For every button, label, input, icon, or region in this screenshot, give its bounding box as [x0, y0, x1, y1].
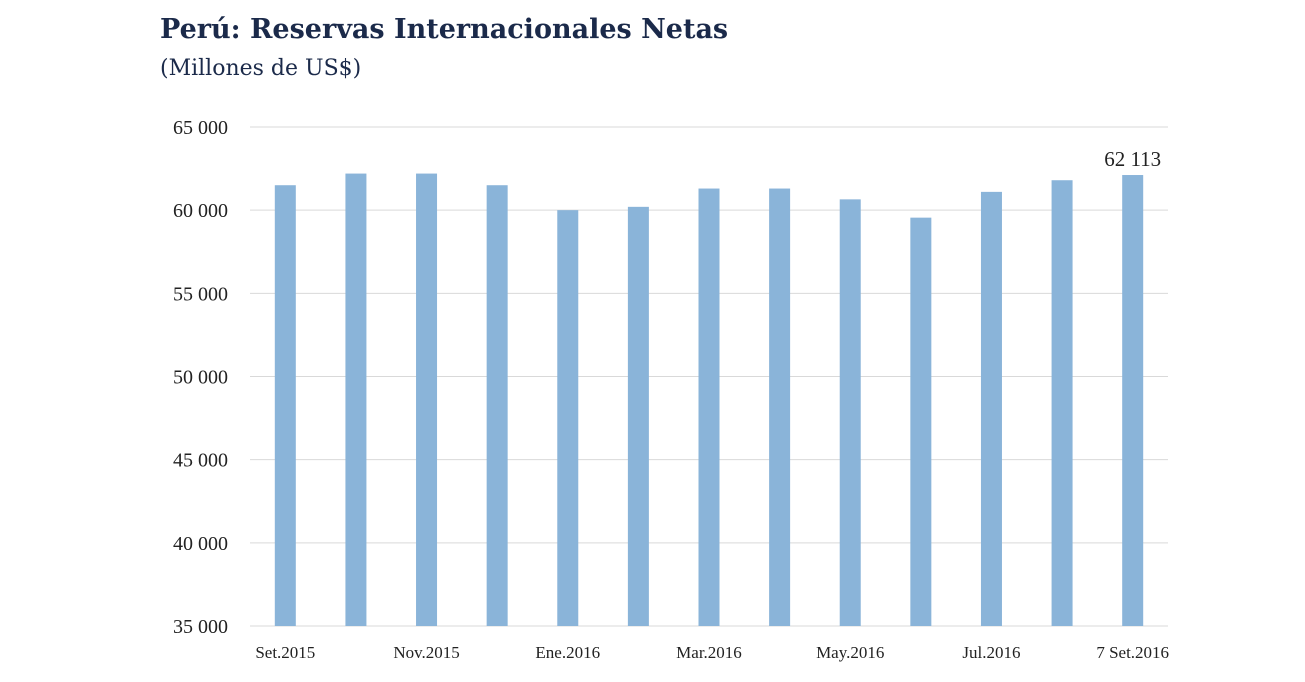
- x-tick-label: May.2016: [816, 643, 884, 662]
- y-tick-label: 60 000: [173, 200, 228, 222]
- bar: [839, 199, 861, 627]
- bar: [627, 206, 649, 626]
- bar: [769, 188, 791, 626]
- x-axis: Set.2015 Nov.2015 Ene.2016 Mar.2016 May.2016…: [255, 643, 1169, 662]
- bar: [345, 173, 367, 626]
- bar: [274, 185, 296, 626]
- bar: [910, 217, 932, 626]
- bar: [486, 185, 508, 626]
- x-tick-label: 7 Set.2016: [1096, 643, 1169, 662]
- data-labels: 62 113: [1104, 147, 1161, 171]
- x-tick-label: Ene.2016: [535, 643, 600, 662]
- bar: [980, 191, 1002, 626]
- bar: [416, 173, 438, 626]
- x-tick-label: Nov.2015: [393, 643, 459, 662]
- y-tick-label: 40 000: [173, 533, 228, 555]
- y-tick-label: 35 000: [173, 616, 228, 638]
- bar-series: [274, 173, 1144, 627]
- bar: [1051, 180, 1073, 626]
- y-tick-label: 50 000: [173, 367, 228, 389]
- chart-title: Perú: Reservas Internacionales Netas: [160, 14, 729, 45]
- x-tick-label: Jul.2016: [962, 643, 1020, 662]
- bar: [698, 188, 720, 626]
- bar: [557, 210, 579, 626]
- bar: [1122, 175, 1144, 626]
- y-axis: 35 000 40 000 45 000 50 000 55 000 60 000 65 0…: [173, 117, 228, 638]
- chart-subtitle: (Millones de US$): [160, 56, 362, 81]
- data-label: 62 113: [1104, 147, 1161, 171]
- y-tick-label: 65 000: [173, 117, 228, 139]
- y-tick-label: 55 000: [173, 283, 228, 305]
- x-tick-label: Set.2015: [255, 643, 315, 662]
- x-tick-label: Mar.2016: [676, 643, 742, 662]
- y-tick-label: 45 000: [173, 450, 228, 472]
